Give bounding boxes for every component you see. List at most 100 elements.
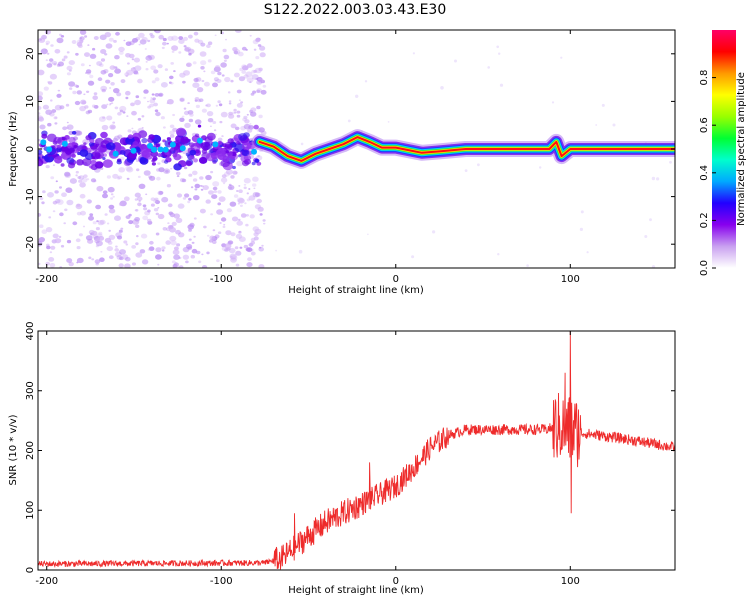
noise-speck [256,105,261,110]
noise-speck [134,198,138,201]
noise-speck [170,82,174,85]
colorbar-swatch [712,30,736,268]
noise-speck [171,221,177,226]
noise-speck [61,192,67,197]
noise-speck [158,93,163,97]
noise-speck [213,77,219,82]
noise-speck [108,234,116,240]
noise-speck [155,212,159,216]
band-blob [189,149,197,156]
noise-speck [138,183,146,189]
noise-speck [52,200,58,205]
noise-speck [243,183,247,186]
band-blob [222,156,230,163]
noise-speck [52,164,56,167]
band-blob [193,158,199,163]
noise-speck [162,227,167,231]
noise-speck [126,62,130,65]
noise-speck [117,134,123,139]
noise-speck [76,257,84,264]
noise-speck [103,69,109,74]
noise-speck [221,135,224,138]
noise-speck [212,121,217,124]
noise-speck [262,219,266,222]
noise-speck [651,176,656,181]
noise-speck [138,200,141,203]
noise-speck [56,199,64,205]
noise-speck [147,105,151,109]
noise-speck [158,167,165,173]
noise-speck [106,246,114,252]
noise-speck [194,38,200,43]
noise-speck [227,184,235,191]
noise-speck [149,175,156,181]
noise-speck [118,202,124,206]
colorbar: 0.0 0.2 0.4 0.6 0.8 Normalized spectral ampl… [699,30,747,276]
noise-speck [147,100,149,103]
y-tick-label: 20 [25,47,36,60]
band-hotspot [147,142,153,149]
band-hotspot [46,146,53,153]
noise-speck [138,43,141,46]
noise-speck [233,72,240,78]
noise-speck [157,64,163,69]
noise-speck [108,208,116,214]
noise-speck [95,240,103,247]
noise-speck [79,39,84,43]
noise-speck [134,192,141,198]
noise-speck [206,234,210,237]
noise-speck [38,262,41,266]
snr-x-label: Height of straight line (km) [288,585,424,596]
band-blob [85,135,92,141]
noise-speck [135,252,143,258]
band-blob [102,153,107,157]
noise-speck [38,112,41,115]
noise-speck [139,249,146,254]
noise-speck [250,240,255,245]
noise-speck [131,127,134,130]
noise-speck [155,254,162,260]
noise-speck [256,80,263,85]
y-tick-label: 300 [25,381,36,400]
noise-speck [216,79,222,83]
noise-speck [258,114,263,119]
noise-speck [169,75,174,80]
noise-speck [230,232,236,237]
noise-speck [126,166,134,173]
noise-speck [137,175,141,178]
noise-speck [72,90,77,95]
noise-speck [114,248,119,252]
band-blob [125,136,135,145]
noise-speck [95,227,100,231]
noise-speck [91,230,98,236]
noise-speck [118,229,123,233]
noise-speck [96,220,99,223]
noise-speck [125,96,129,100]
noise-speck [199,51,207,57]
noise-speck [199,176,204,180]
noise-speck [113,88,120,94]
noise-speck [246,63,253,68]
band-blob [180,136,189,144]
noise-speck [45,227,53,233]
noise-speck [253,48,257,51]
noise-speck [236,114,241,118]
band-blob [90,160,97,166]
noise-speck [200,60,207,66]
noise-speck [173,254,181,260]
noise-speck [108,103,111,106]
noise-speck [245,214,249,217]
noise-speck [119,249,126,255]
noise-speck [202,185,209,191]
noise-speck [176,193,183,198]
noise-speck [68,262,74,267]
noise-speck [150,65,157,71]
noise-speck [240,101,244,104]
noise-speck [145,68,149,71]
noise-speck [167,203,173,208]
band-blob [238,133,248,141]
noise-speck [141,259,149,265]
noise-speck [50,99,53,102]
noise-speck [165,240,171,245]
